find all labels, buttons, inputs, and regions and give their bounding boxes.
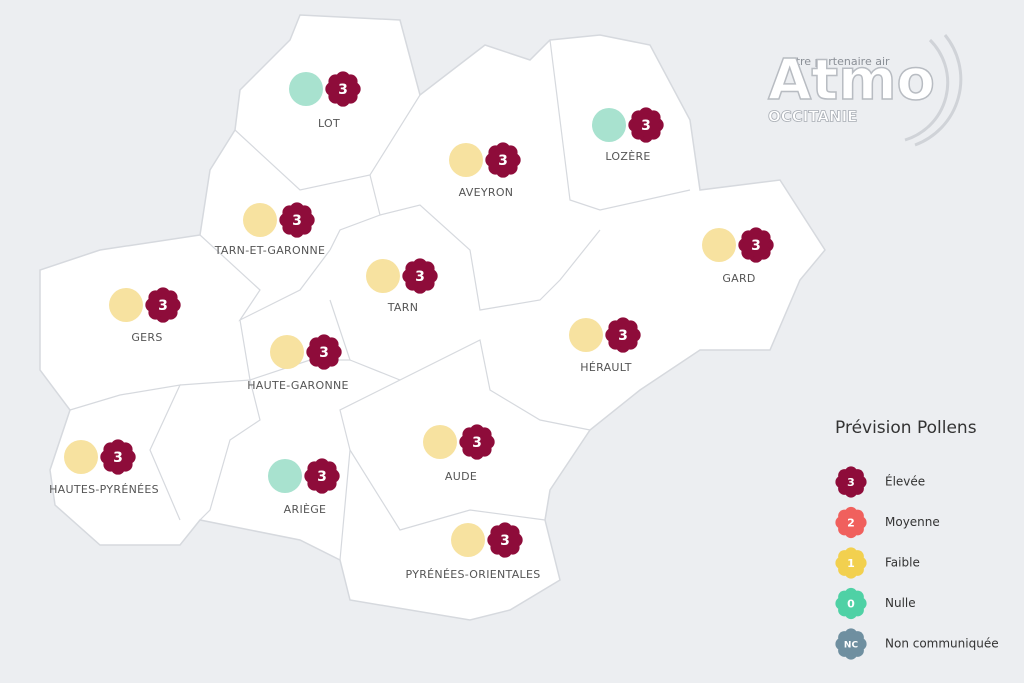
- pollen-level: 3: [500, 533, 510, 549]
- department-label: PYRÉNÉES-ORIENTALES: [406, 568, 541, 581]
- pollen-level: 3: [847, 476, 855, 489]
- air-indicator: [64, 440, 98, 474]
- logo-arc: [914, 34, 963, 147]
- flower-core: [840, 593, 862, 614]
- logo-tagline: votre partenaire air: [782, 55, 890, 68]
- logo-region: OCCITANIE: [768, 108, 857, 126]
- air-indicator: [268, 459, 302, 493]
- pollen-flower: 3: [145, 287, 181, 323]
- department-borders: [69, 39, 691, 561]
- department-label: AVEYRON: [459, 186, 514, 199]
- logo-name: Atmo: [768, 48, 935, 113]
- pollen-level: 3: [751, 238, 761, 254]
- flower-core: [491, 148, 515, 172]
- flower-core: [634, 113, 658, 137]
- legend-title: Prévision Pollens: [835, 418, 977, 438]
- air-indicator: [243, 203, 277, 237]
- flower-core: [840, 512, 862, 533]
- air-indicator: [569, 318, 603, 352]
- pollen-level: 3: [618, 328, 628, 344]
- flower-core: [106, 445, 130, 469]
- department-label: HÉRAULT: [580, 361, 631, 374]
- pollen-level: 1: [847, 557, 855, 570]
- department-label: GARD: [722, 272, 755, 285]
- air-indicator: [366, 259, 400, 293]
- pollen-flower: 3: [100, 439, 136, 475]
- flower-core: [493, 528, 517, 552]
- department-label: TARN-ET-GARONNE: [214, 244, 326, 257]
- department-label: HAUTES-PYRÉNÉES: [49, 483, 159, 496]
- pollen-level: 3: [319, 345, 329, 361]
- department-label: AUDE: [445, 470, 477, 483]
- department-label: LOT: [318, 117, 340, 130]
- flower-core: [312, 340, 336, 364]
- pollen-flower: 3: [459, 424, 495, 460]
- flower-core: [840, 552, 862, 574]
- department-label: HAUTE-GARONNE: [247, 379, 349, 392]
- air-indicator: [109, 288, 143, 322]
- air-indicator: [423, 425, 457, 459]
- legend-label: Nulle: [885, 596, 916, 610]
- logo-arc: [904, 38, 950, 142]
- legend-label: Moyenne: [885, 515, 940, 529]
- pollen-flower: 3: [835, 466, 867, 498]
- flower-core: [331, 77, 355, 101]
- pollen-flower: 0: [835, 587, 867, 620]
- pollen-flower: 2: [835, 506, 867, 539]
- flower-core: [310, 464, 334, 488]
- pollen-level: 3: [472, 435, 482, 451]
- pollen-level: 3: [113, 450, 123, 466]
- pollen-level: 2: [847, 517, 855, 530]
- flower-core: [465, 430, 489, 454]
- flower-core: [840, 633, 862, 655]
- department-label: LOZÈRE: [605, 150, 650, 163]
- pollen-level: 3: [415, 269, 425, 285]
- air-indicator: [451, 523, 485, 557]
- pollen-flower: 3: [306, 334, 342, 370]
- pollen-level: 0: [847, 598, 855, 611]
- flower-core: [744, 233, 768, 257]
- air-indicator: [289, 72, 323, 106]
- flower-core: [285, 208, 309, 232]
- pollen-flower: NC: [835, 628, 867, 660]
- pollen-level: 3: [292, 213, 302, 229]
- air-indicator: [449, 143, 483, 177]
- region-shape: [39, 14, 826, 621]
- pollen-flower: 3: [628, 107, 664, 143]
- pollen-level: 3: [498, 153, 508, 169]
- air-indicator: [592, 108, 626, 142]
- pollen-flower: 3: [402, 258, 438, 294]
- pollen-flower: 3: [485, 142, 521, 178]
- pollen-flower: 3: [325, 71, 361, 107]
- flower-core: [151, 293, 175, 317]
- pollen-flower: 3: [738, 227, 774, 263]
- pollen-flower: 3: [487, 522, 523, 558]
- pollen-level: 3: [338, 82, 348, 98]
- flower-core: [408, 264, 432, 288]
- legend-label: Élevée: [885, 474, 925, 489]
- legend-label: Non communiquée: [885, 637, 999, 651]
- pollen-flower: 3: [605, 317, 641, 353]
- legend-label: Faible: [885, 556, 920, 570]
- pollen-flower: 3: [279, 202, 315, 238]
- pollen-level: 3: [317, 469, 327, 485]
- pollen-level: 3: [641, 118, 651, 134]
- pollen-flower: 3: [304, 458, 340, 494]
- pollen-flower: 1: [835, 547, 867, 579]
- logo: votre partenaire air Atmo OCCITANIE: [767, 34, 963, 147]
- flower-core: [840, 471, 862, 493]
- department-label: ARIÈGE: [284, 503, 327, 516]
- pollen-level: 3: [158, 298, 168, 314]
- pollen-level: NC: [844, 641, 859, 651]
- air-indicator: [702, 228, 736, 262]
- air-indicator: [270, 335, 304, 369]
- department-label: TARN: [387, 301, 418, 314]
- flower-core: [611, 323, 635, 347]
- department-label: GERS: [131, 331, 162, 344]
